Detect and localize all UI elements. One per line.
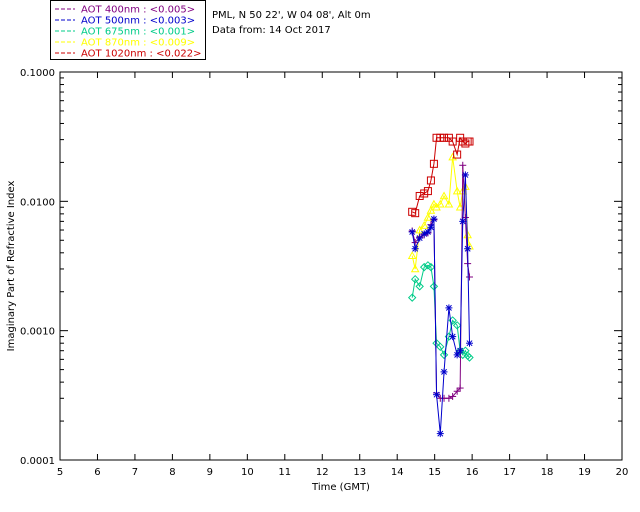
x-tick-label: 18 (541, 467, 554, 478)
triangle-marker (448, 152, 458, 161)
date-label: Data from: 14 Oct 2017 (212, 25, 331, 36)
legend-label: AOT 500nm : <0.003> (81, 16, 195, 27)
asterisk-marker (453, 351, 461, 359)
triangle-marker (423, 212, 433, 221)
x-tick-label: 6 (94, 467, 100, 478)
asterisk-marker (440, 368, 448, 376)
triangle-marker (415, 225, 425, 234)
plus-marker (456, 384, 464, 392)
asterisk-marker (430, 215, 438, 223)
x-tick-label: 19 (578, 467, 591, 478)
x-tick-label: 20 (616, 467, 629, 478)
asterisk-marker (461, 171, 469, 179)
x-tick-label: 11 (278, 467, 291, 478)
square-marker (440, 133, 449, 142)
asterisk-marker (411, 245, 419, 253)
x-tick-label: 8 (169, 467, 175, 478)
y-tick-label: 0.0001 (20, 456, 55, 467)
legend-label: AOT 400nm : <0.005> (81, 5, 195, 16)
square-marker (465, 137, 474, 146)
asterisk-marker (424, 228, 432, 236)
legend-label: AOT 675nm : <0.001> (81, 27, 195, 38)
triangle-marker (429, 199, 439, 208)
diamond-marker (465, 353, 474, 362)
square-marker (461, 139, 470, 148)
triangle-marker (419, 221, 429, 229)
diamond-marker (436, 342, 445, 352)
site-info: PML, N 50 22', W 04 08', Alt 0m Data fro… (212, 8, 371, 38)
series-2 (407, 261, 474, 362)
plot-frame (59, 71, 623, 461)
asterisk-marker (416, 234, 424, 242)
legend-entry: AOT 1020nm : <0.022> (55, 49, 201, 60)
x-tick-label: 9 (207, 467, 213, 478)
square-marker (429, 159, 438, 168)
asterisk-marker (427, 223, 435, 231)
triangle-marker (452, 186, 462, 195)
diamond-marker (426, 262, 436, 272)
legend-entry: AOT 675nm : <0.001> (55, 27, 195, 38)
triangle-marker (444, 199, 454, 208)
series-1 (408, 171, 474, 438)
series-line (411, 156, 471, 270)
y-tick-label: 0.0100 (20, 197, 55, 208)
plus-marker (445, 394, 453, 402)
y-tick-label: 0.0010 (20, 327, 55, 338)
x-tick-label: 12 (316, 467, 329, 478)
plus-marker (453, 387, 461, 395)
diamond-marker (452, 321, 462, 330)
asterisk-marker (464, 245, 472, 253)
square-marker (453, 150, 462, 159)
square-marker (423, 187, 432, 196)
triangle-marker (435, 199, 445, 208)
legend-label: AOT 1020nm : <0.022> (81, 49, 201, 60)
triangle-marker (439, 191, 449, 200)
plus-marker (449, 392, 457, 400)
x-axis-label: Time (GMT) (311, 482, 370, 493)
y-tick-label: 0.1000 (20, 68, 55, 79)
y-axis-label: Imaginary Part of Refractive Index (6, 181, 17, 352)
plus-marker (466, 273, 474, 281)
x-tick-label: 7 (132, 467, 138, 478)
triangle-marker (410, 264, 420, 273)
asterisk-marker (408, 228, 416, 236)
asterisk-marker (445, 304, 453, 312)
x-tick-label: 16 (466, 467, 479, 478)
legend: AOT 400nm : <0.005> AOT 500nm : <0.003> AO… (50, 0, 206, 60)
triangle-marker (407, 251, 417, 259)
x-tick-label: 17 (503, 467, 516, 478)
square-marker (408, 207, 417, 216)
series-line (411, 174, 471, 434)
x-tick-label: 14 (391, 467, 404, 478)
asterisk-marker (466, 339, 474, 347)
site-label: PML, N 50 22', W 04 08', Alt 0m (212, 10, 371, 21)
asterisk-marker (449, 333, 457, 341)
legend-entry: AOT 500nm : <0.003> (55, 16, 195, 27)
diamond-marker (415, 282, 424, 291)
asterisk-marker (459, 217, 467, 225)
x-tick-label: 15 (428, 467, 441, 478)
diamond-marker (429, 282, 439, 291)
diamond-marker (439, 350, 449, 360)
square-marker (415, 191, 424, 200)
square-marker (411, 209, 420, 218)
x-tick-label: 5 (57, 467, 63, 478)
diamond-marker (410, 274, 420, 284)
asterisk-marker (456, 347, 464, 355)
square-marker (426, 176, 435, 185)
legend-entry: AOT 400nm : <0.005> (55, 5, 195, 16)
x-tick-label: 10 (241, 467, 254, 478)
diamond-marker (407, 293, 417, 302)
series-4 (408, 133, 474, 218)
plus-marker (459, 161, 467, 169)
legend-label: AOT 870nm : <0.009> (81, 38, 195, 49)
legend-graphic: AOT 400nm : <0.005>AOT 500nm : <0.003>AO… (55, 5, 201, 60)
asterisk-marker (433, 391, 441, 399)
legend-entry: AOT 870nm : <0.009> (55, 38, 195, 49)
diamond-marker (419, 262, 429, 272)
asterisk-marker (436, 430, 444, 438)
x-tick-label: 13 (353, 467, 366, 478)
